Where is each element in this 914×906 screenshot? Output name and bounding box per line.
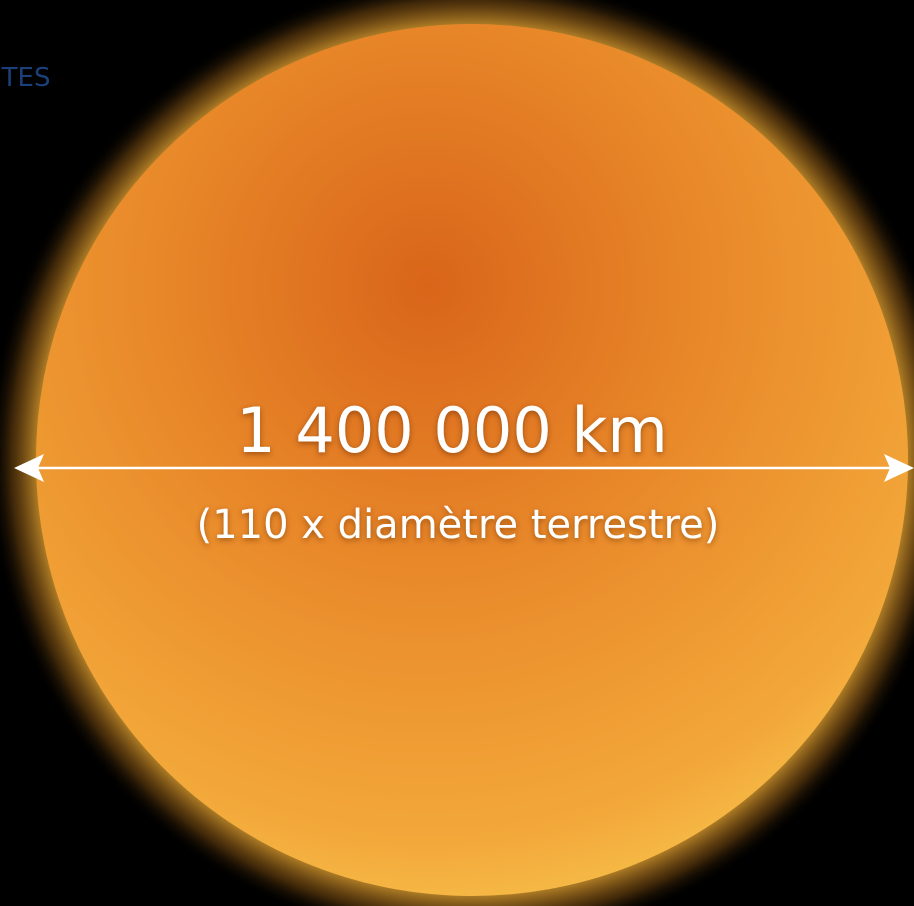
page: ITES 1 400 000 km (110 x diamètre terres…	[0, 0, 914, 906]
diameter-note: (110 x diamètre terrestre)	[197, 502, 720, 548]
corner-label: ITES	[0, 63, 50, 93]
diameter-value: 1 400 000 km	[236, 394, 668, 467]
scene: ITES 1 400 000 km (110 x diamètre terres…	[0, 0, 914, 906]
